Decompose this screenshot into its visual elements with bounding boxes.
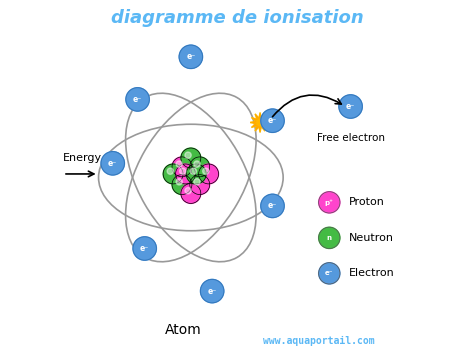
Circle shape <box>186 164 206 184</box>
Text: Atom: Atom <box>165 323 202 337</box>
Circle shape <box>319 227 340 248</box>
Text: n: n <box>327 235 332 241</box>
Circle shape <box>126 88 149 111</box>
Circle shape <box>101 152 125 175</box>
Circle shape <box>176 179 182 185</box>
Circle shape <box>181 184 201 203</box>
Circle shape <box>190 175 210 195</box>
Circle shape <box>194 161 200 167</box>
Text: e⁻: e⁻ <box>268 116 277 125</box>
Circle shape <box>163 164 183 184</box>
Text: Free electron: Free electron <box>317 133 384 143</box>
Circle shape <box>172 175 192 195</box>
Text: diagramme de ionisation: diagramme de ionisation <box>110 9 364 27</box>
Text: e⁻: e⁻ <box>208 286 217 296</box>
Circle shape <box>167 168 173 174</box>
Polygon shape <box>250 113 270 132</box>
Text: Energy: Energy <box>63 153 102 163</box>
Text: Neutron: Neutron <box>349 233 394 243</box>
Circle shape <box>261 109 284 132</box>
Text: p⁺: p⁺ <box>325 199 334 206</box>
Text: Proton: Proton <box>349 197 385 207</box>
Circle shape <box>203 168 209 174</box>
Circle shape <box>199 164 219 184</box>
Circle shape <box>194 179 200 185</box>
Circle shape <box>176 161 182 167</box>
Polygon shape <box>250 113 270 132</box>
Circle shape <box>201 279 224 303</box>
Circle shape <box>185 152 191 158</box>
Circle shape <box>190 157 210 177</box>
Circle shape <box>319 192 340 213</box>
Circle shape <box>179 45 202 69</box>
Circle shape <box>261 194 284 218</box>
Text: e⁻: e⁻ <box>268 201 277 211</box>
Text: e⁻: e⁻ <box>325 271 334 276</box>
Circle shape <box>180 168 186 174</box>
Circle shape <box>339 95 362 118</box>
Text: Electron: Electron <box>349 268 394 278</box>
Circle shape <box>190 168 197 174</box>
Circle shape <box>319 263 340 284</box>
Text: e⁻: e⁻ <box>140 244 149 253</box>
Text: e⁻: e⁻ <box>108 159 118 168</box>
Text: www.aquaportail.com: www.aquaportail.com <box>263 336 374 346</box>
Text: e⁻: e⁻ <box>186 52 195 61</box>
Circle shape <box>172 157 192 177</box>
Text: e⁻: e⁻ <box>133 95 142 104</box>
Circle shape <box>133 237 156 260</box>
Circle shape <box>175 164 195 184</box>
Circle shape <box>185 187 191 194</box>
Circle shape <box>181 148 201 168</box>
Text: e⁻: e⁻ <box>346 102 355 111</box>
